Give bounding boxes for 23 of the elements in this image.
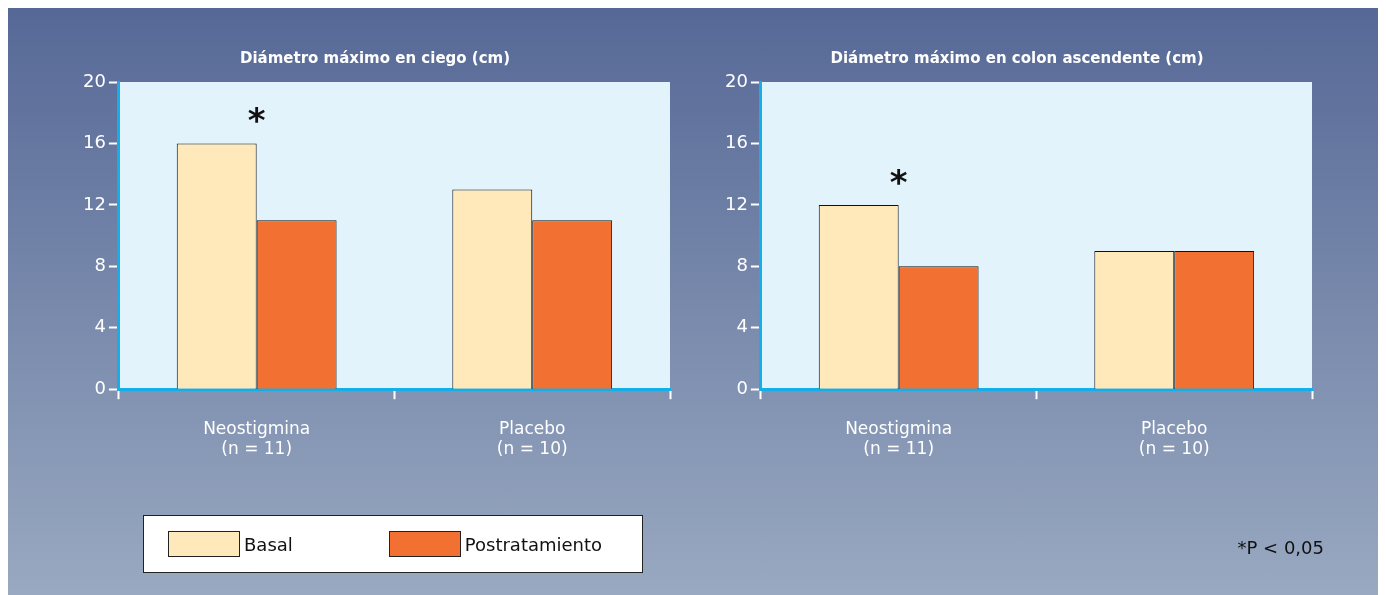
legend-label: Basal	[244, 533, 293, 555]
annotation: *	[889, 161, 908, 202]
legend-label: Postratamiento	[464, 533, 603, 555]
y-tick-label: 12	[725, 192, 748, 214]
text: *P < 0,05	[1237, 537, 1324, 558]
annotation: *	[247, 100, 266, 141]
x-tick-label: Placebo (n = 10)	[496, 417, 568, 459]
y-tick-label: 0	[94, 376, 106, 398]
chart-title: Diámetro máximo en ciego (cm)	[239, 48, 511, 67]
x-tick-label: Placebo (n = 10)	[1138, 417, 1210, 459]
y-tick-label: 20	[725, 69, 748, 91]
y-tick-label: 4	[94, 315, 106, 337]
y-tick-label: 8	[736, 253, 748, 275]
y-tick-label: 0	[736, 376, 748, 398]
x-tick-label: Neostigmina (n = 11)	[203, 417, 311, 459]
y-tick-label: 12	[83, 192, 106, 214]
chart-title: Diámetro máximo en colon ascendente (cm)	[830, 48, 1204, 67]
x-tick-label: Neostigmina (n = 11)	[845, 417, 953, 459]
y-tick-label: 8	[94, 253, 106, 275]
y-tick-label: 16	[83, 131, 106, 153]
y-tick-label: 16	[725, 131, 748, 153]
y-tick-label: 4	[736, 315, 748, 337]
y-tick-label: 20	[83, 69, 106, 91]
